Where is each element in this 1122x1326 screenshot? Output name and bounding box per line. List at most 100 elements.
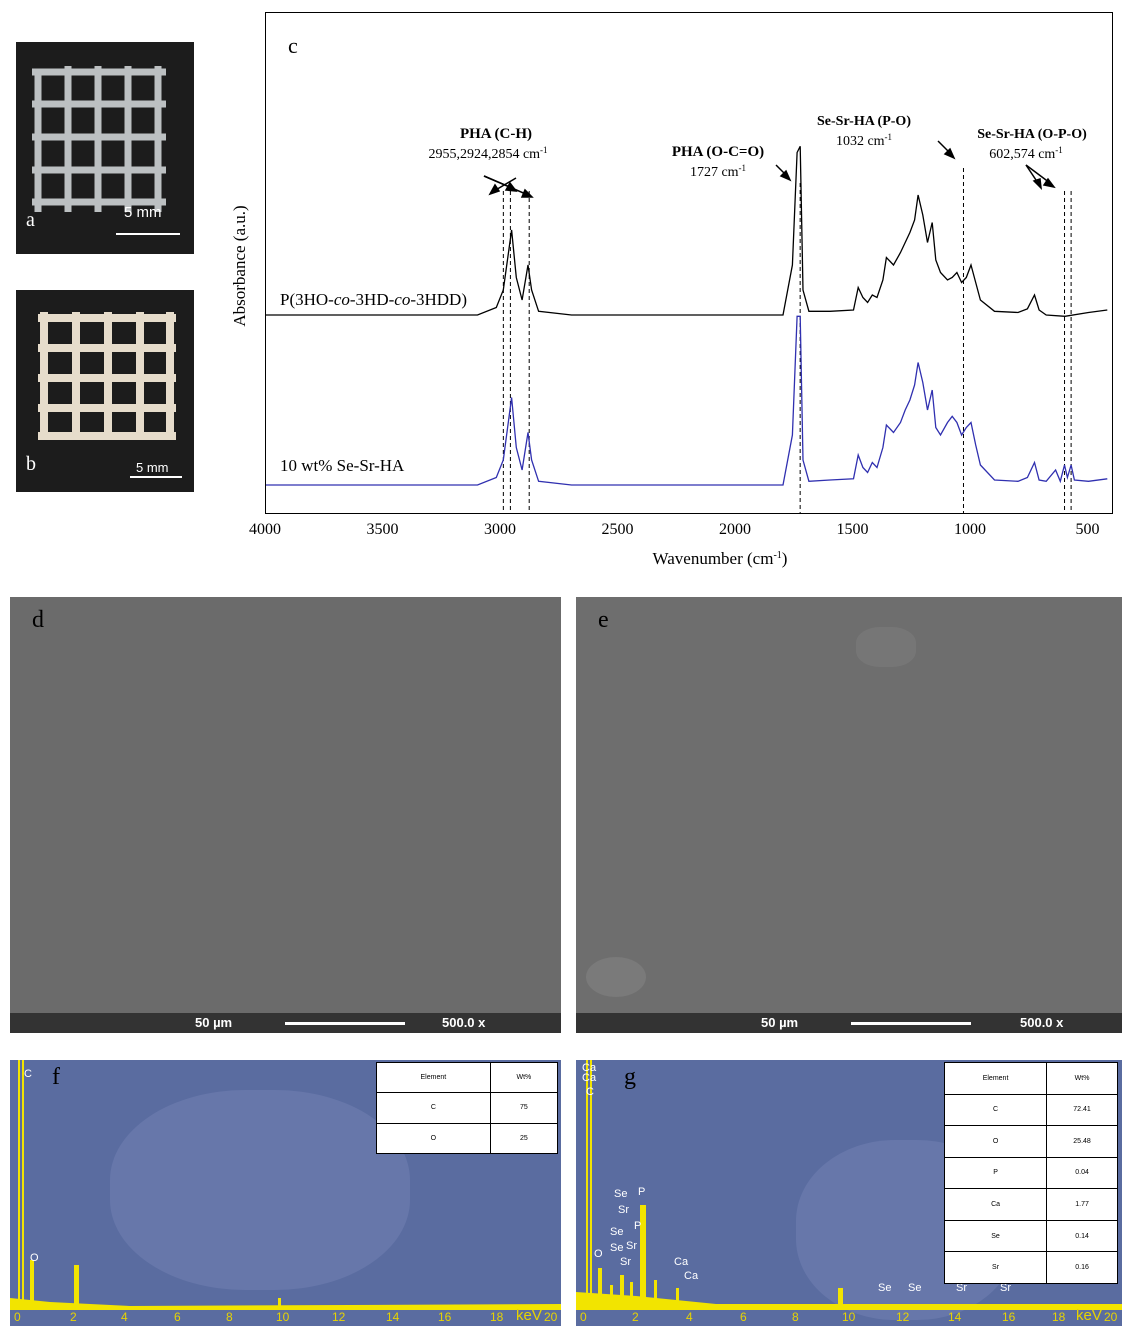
x-unit: keV: [1076, 1307, 1102, 1324]
x-unit: keV: [516, 1307, 542, 1324]
scale-bar-a: [116, 233, 180, 235]
surface-feature: [586, 957, 646, 997]
x-tick: 16: [438, 1310, 452, 1324]
scale-text-b: 5 mm: [136, 460, 169, 475]
photo-panel-a: a 5 mm: [16, 42, 194, 254]
table-cell: O: [943, 1125, 1048, 1158]
x-tick: 18: [490, 1310, 504, 1324]
series-label-2: 10 wt% Se-Sr-HA: [280, 456, 405, 475]
table-cell: 25: [489, 1122, 559, 1155]
peak-label: Se: [610, 1226, 624, 1238]
peak-label: Se: [908, 1282, 922, 1294]
scale-text-a: 5 mm: [124, 204, 162, 221]
table-cell: Ca: [943, 1188, 1048, 1221]
table-header-wt: Wt%: [1046, 1062, 1118, 1095]
peak-label: Sr: [1000, 1282, 1011, 1294]
scaffold-grid-white: [38, 312, 176, 440]
series-line-1: [266, 146, 1108, 317]
table-header-element: Element: [943, 1062, 1048, 1095]
annotation-value-po: 1032 cm-1: [836, 132, 892, 149]
table-cell: C: [376, 1092, 491, 1124]
y-axis-label: Absorbance (a.u.): [230, 205, 249, 327]
magnification-e: 500.0 x: [1020, 1015, 1064, 1030]
table-cell: C: [943, 1093, 1048, 1127]
sem-info-bar-e: 50 µm 500.0 x: [576, 1013, 1122, 1033]
x-tick: 4: [686, 1310, 693, 1324]
panel-label-d: d: [32, 607, 44, 633]
series-line-2: [266, 315, 1108, 486]
annotation-title-po: Se-Sr-HA (P-O): [817, 114, 911, 129]
peak-label-o: O: [30, 1252, 39, 1264]
x-tick: 6: [174, 1310, 181, 1324]
x-tick: 6: [740, 1310, 747, 1324]
peak-label: Sr: [956, 1282, 967, 1294]
table-cell: 1.77: [1046, 1188, 1118, 1221]
peak-label: Ca: [674, 1256, 689, 1268]
annotation-title-ch: PHA (C-H): [460, 126, 532, 142]
annotation-title-oco: PHA (O-C=O): [672, 144, 764, 160]
eds-peaks-g: [576, 1060, 1122, 1310]
eds-peaks-f: [10, 1060, 561, 1310]
element-table-g: Element Wt% C 72.41 O 25.48 P 0.04 Ca 1.77 Se…: [943, 1062, 1118, 1284]
table-cell: 75: [489, 1092, 559, 1124]
panel-label-e: e: [598, 607, 609, 633]
x-tick: 20: [1104, 1310, 1118, 1324]
eds-background-blob: [110, 1090, 410, 1290]
x-tick-label: 3000: [484, 521, 516, 538]
panel-label-b: b: [26, 453, 36, 475]
element-table-f: Element Wt% C 75 O 25: [376, 1061, 559, 1155]
peak-label: Se: [610, 1242, 624, 1254]
series-label-1: P(3HO-co-3HD-co-3HDD): [280, 290, 467, 309]
sem-info-bar-d: 50 µm 500.0 x: [10, 1013, 561, 1033]
scale-bar-b: [130, 476, 182, 478]
scale-text-d: 50 µm: [195, 1015, 233, 1030]
annotation-value-ch: 2955,2924,2854 cm-1: [428, 145, 547, 162]
peak-label: P: [638, 1186, 646, 1198]
panel-label-f: f: [52, 1064, 60, 1090]
x-tick-label: 3500: [367, 521, 399, 538]
peak-label: Ca: [684, 1270, 699, 1282]
x-tick: 2: [70, 1310, 77, 1324]
ftir-plot: c P(3HO-co-3HD-co-3HDD) 10 wt% Se-Sr-HA …: [266, 33, 1108, 513]
x-tick: 20: [544, 1310, 558, 1324]
table-cell: 25.48: [1046, 1125, 1118, 1158]
annotation-value-oco: 1727 cm-1: [690, 163, 746, 180]
panel-label-a: a: [26, 209, 35, 231]
table-cell: 0.14: [1046, 1219, 1118, 1253]
table-cell: 0.04: [1046, 1156, 1118, 1190]
scale-bar-d: [285, 1022, 405, 1025]
peak-label: Sr: [618, 1204, 629, 1216]
peak-label: P: [634, 1220, 642, 1232]
surface-feature-2: [856, 627, 916, 667]
magnification-d: 500.0 x: [442, 1015, 486, 1030]
panel-label-g: g: [624, 1064, 636, 1090]
x-tick: 8: [226, 1310, 233, 1324]
table-header-wt: Wt%: [489, 1061, 559, 1094]
x-tick: 0: [14, 1310, 21, 1324]
table-header-element: Element: [376, 1061, 491, 1094]
x-tick: 2: [632, 1310, 639, 1324]
peak-label: Se: [614, 1188, 628, 1200]
x-tick: 14: [386, 1310, 400, 1324]
x-tick: 12: [332, 1310, 346, 1324]
peak-label: Sr: [626, 1240, 637, 1252]
x-tick: 18: [1052, 1310, 1066, 1324]
peak-label-c: C: [24, 1068, 32, 1080]
x-tick: 12: [896, 1310, 910, 1324]
panel-label-c: c: [288, 33, 298, 58]
ftir-chart: c P(3HO-co-3HD-co-3HDD) 10 wt% Se-Sr-HA …: [265, 12, 1113, 514]
x-axis: 4000 3500 3000 2500 2000 1500 1000 500 Wavenumb…: [249, 521, 1100, 568]
x-tick: 10: [276, 1310, 290, 1324]
x-tick-label: 2500: [602, 521, 634, 538]
x-tick: 16: [1002, 1310, 1016, 1324]
sem-image-e: e 50 µm 500.0 x: [576, 597, 1122, 1033]
eds-spectrum-f: f C O Element Wt% C 75 O 25 0 2 4 6 8 10 12…: [10, 1060, 561, 1326]
x-tick-label: 1500: [837, 521, 869, 538]
table-cell: 0.16: [1046, 1251, 1118, 1284]
peak-label: Se: [878, 1282, 892, 1294]
table-cell: Se: [943, 1219, 1048, 1253]
photo-panel-b: b 5 mm: [16, 290, 194, 492]
table-cell: Sr: [943, 1251, 1048, 1284]
x-tick: 4: [121, 1310, 128, 1324]
scale-bar-e: [851, 1022, 971, 1025]
